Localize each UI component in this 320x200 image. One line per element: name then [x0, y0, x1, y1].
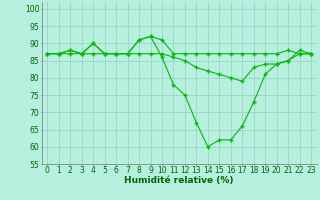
X-axis label: Humidité relative (%): Humidité relative (%): [124, 176, 234, 185]
